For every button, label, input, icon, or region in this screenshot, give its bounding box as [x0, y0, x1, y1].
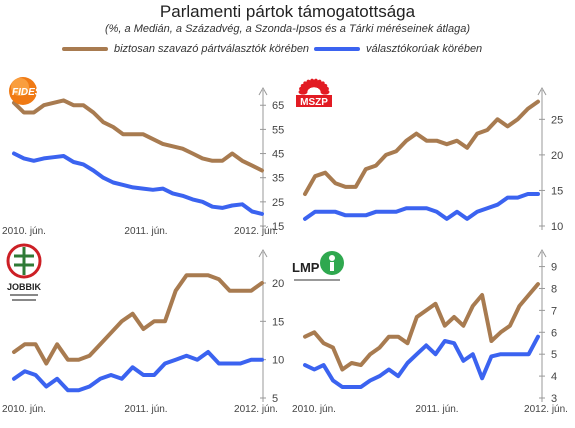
series-line-decided [12, 273, 264, 366]
series-line-all [303, 334, 540, 389]
series-line-decided [303, 99, 540, 196]
y-tick-label: 5 [272, 393, 278, 405]
y-tick-label: 4 [551, 371, 557, 383]
lmp-logo-subline [294, 279, 340, 281]
series-line-all [12, 350, 264, 393]
panel-jobbik: 5 10 15 20 2010. jún. 2011. jún. 2012. jún. JOB… [2, 243, 284, 415]
jobbik-logo: JOBBIK [6, 243, 42, 301]
x-tick-label: 2010. jún. [2, 404, 46, 415]
mszp-logo-petal [320, 89, 330, 95]
x-tick-label: 2012. jún. [234, 404, 278, 415]
mszp-logo: MSZP [296, 78, 332, 108]
page-title: Parlamenti pártok támogatottsága [159, 2, 416, 21]
y-tick-label: 35 [272, 173, 284, 185]
y-tick-label: 9 [551, 262, 557, 274]
mszp-logo-bar [296, 95, 332, 107]
y-tick-label: 15 [272, 316, 284, 328]
series-line-all [12, 151, 264, 216]
legend-label-all: választókorúak körében [366, 43, 483, 55]
mszp-logo-text: MSZP [300, 97, 328, 108]
y-tick-label: 20 [551, 150, 563, 162]
jobbik-logo-text: JOBBIK [7, 282, 42, 292]
y-tick-label: 8 [551, 283, 557, 295]
x-tick-label: 2012. jún. [524, 404, 568, 415]
series-line-decided [303, 282, 540, 372]
y-tick-label: 20 [272, 278, 284, 290]
x-tick-label: 2010. jún. [2, 226, 46, 237]
y-tick-label: 25 [551, 114, 563, 126]
y-tick-label: 45 [272, 149, 284, 161]
fidesz-logo-text: FIDESZ [12, 87, 48, 98]
x-tick-label: 2011. jún. [124, 404, 167, 415]
fidesz-logo-highlight [11, 78, 29, 96]
fidesz-logo: FIDESZ [9, 77, 48, 105]
page-subtitle: (%, a Medián, a Századvég, a Szonda-Ipso… [104, 23, 471, 35]
x-tick-label: 2011. jún. [124, 226, 167, 237]
series-line-decided [12, 98, 264, 173]
y-tick-label: 25 [272, 197, 284, 209]
jobbik-logo-subline [10, 294, 38, 296]
lmp-logo-text: LMP [292, 260, 320, 275]
y-tick-label: 15 [272, 221, 284, 233]
y-tick-label: 10 [551, 221, 563, 233]
y-tick-label: 15 [551, 185, 563, 197]
panel-lmp: 3 4 5 6 7 8 9 2010. jún. 2011. jún. 2012. jún. LMP [292, 248, 568, 415]
legend-label-decided: biztosan szavazó pártválasztók körében [114, 43, 310, 55]
series-line-all [303, 192, 540, 221]
y-tick-label: 10 [272, 355, 284, 367]
y-axis-arrow [258, 86, 268, 96]
y-tick-label: 65 [272, 100, 284, 112]
lmp-logo-figure-head [329, 255, 335, 261]
y-tick-label: 3 [551, 393, 557, 405]
jobbik-logo-subline [12, 299, 36, 301]
x-tick-label: 2012. jún. [234, 226, 278, 237]
y-tick-label: 7 [551, 305, 557, 317]
lmp-logo-figure-body [330, 262, 334, 271]
legend-item-decided: biztosan szavazó pártválasztók körében [62, 41, 309, 57]
legend-swatch-all [314, 47, 360, 51]
y-tick-label: 6 [551, 327, 557, 339]
jobbik-logo-cross [14, 247, 34, 275]
y-axis-arrow [537, 248, 547, 258]
x-tick-label: 2010. jún. [292, 404, 336, 415]
x-tick-label: 2011. jún. [415, 404, 458, 415]
y-axis-arrow [537, 86, 547, 96]
legend-swatch-decided [62, 47, 108, 51]
panel-fidesz: 15 25 35 45 55 65 2010. jún. 2011. jún. 2012. jú… [2, 77, 284, 237]
lmp-logo: LMP [292, 251, 344, 281]
legend-item-all: választókorúak körében [314, 41, 482, 57]
panel-mszp: 10 15 20 25 MSZP [296, 78, 563, 233]
y-axis-arrow [258, 248, 268, 258]
y-tick-label: 5 [551, 349, 557, 361]
y-tick-label: 55 [272, 124, 284, 136]
